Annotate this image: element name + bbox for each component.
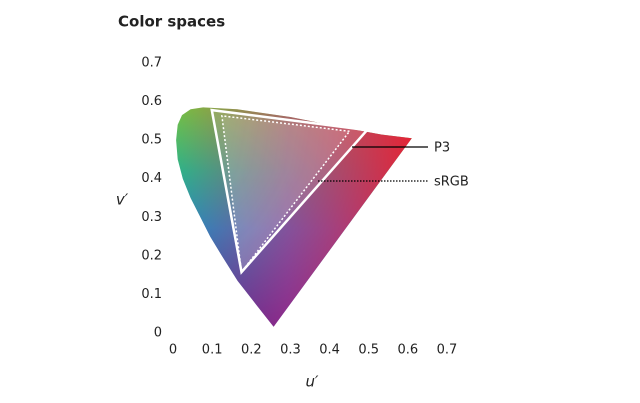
y-tick-label: 0.3 [141, 210, 162, 225]
y-axis-label: v′ [116, 191, 129, 209]
legend-label: P3 [434, 141, 450, 156]
y-tick-label: 0.5 [141, 133, 162, 148]
y-tick-label: 0.1 [141, 287, 162, 302]
y-tick-label: 0 [154, 326, 162, 341]
gamut-triangle [221, 114, 351, 275]
x-tick-label: 0.2 [241, 343, 262, 358]
x-tick-label: 0 [169, 343, 177, 358]
chart-title: Color spaces [118, 13, 225, 31]
x-tick-label: 0.7 [437, 343, 458, 358]
y-tick-label: 0.4 [141, 171, 162, 186]
y-tick-label: 0.7 [141, 56, 162, 71]
y-tick-label: 0.2 [141, 248, 162, 263]
x-tick-label: 0.4 [319, 343, 340, 358]
x-tick-label: 0.3 [280, 343, 301, 358]
x-axis-label: u′ [306, 373, 320, 391]
gamut-triangle [210, 108, 370, 275]
x-tick-label: 0.5 [358, 343, 379, 358]
y-tick-label: 0.6 [141, 94, 162, 109]
x-tick-label: 0.1 [202, 343, 223, 358]
legend-label: sRGB [434, 175, 469, 190]
x-tick-label: 0.6 [398, 343, 419, 358]
